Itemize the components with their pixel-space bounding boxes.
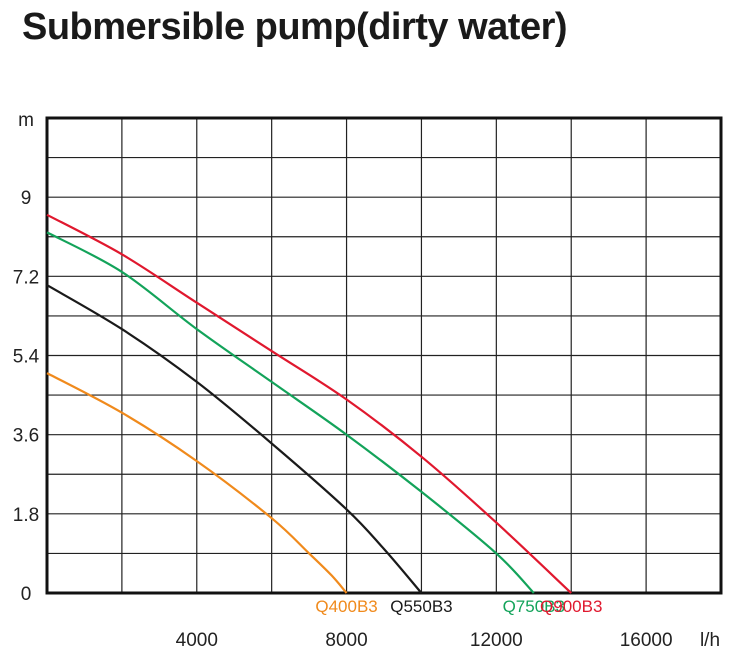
- x-tick-label: 8000: [325, 630, 367, 651]
- y-tick-label: 9: [21, 188, 32, 209]
- curve-q550b3: [46, 284, 423, 594]
- series-label-q900b3: Q900B3: [540, 597, 602, 616]
- y-tick-label: 1.8: [13, 505, 39, 526]
- x-axis-ticks: 4000 8000 12000 16000: [176, 630, 673, 651]
- y-tick-label: 3.6: [13, 426, 39, 447]
- x-tick-label: 12000: [470, 630, 523, 651]
- x-tick-label: 16000: [620, 630, 673, 651]
- series-label-q400b3: Q400B3: [315, 597, 377, 616]
- x-axis-label: l/h: [700, 630, 720, 651]
- y-tick-label: 7.2: [13, 267, 39, 288]
- curve-q900b3: [46, 213, 572, 594]
- y-tick-label: 0: [21, 584, 32, 605]
- y-tick-label: 5.4: [13, 347, 40, 368]
- y-axis-ticks: 0 1.8 3.6 5.4 7.2 9: [13, 188, 40, 605]
- y-axis-label: m: [18, 110, 34, 131]
- curve-q400b3: [46, 372, 348, 594]
- curve-q750b3: [46, 231, 535, 594]
- x-tick-label: 4000: [176, 630, 218, 651]
- grid: [47, 118, 721, 593]
- curves: [46, 213, 572, 594]
- series-label-q750b3: Q750B3: [503, 597, 565, 616]
- series-label-q550b3: Q550B3: [390, 597, 452, 616]
- chart-title: Submersible pump(dirty water): [22, 6, 568, 48]
- plot-frame: [45, 116, 723, 595]
